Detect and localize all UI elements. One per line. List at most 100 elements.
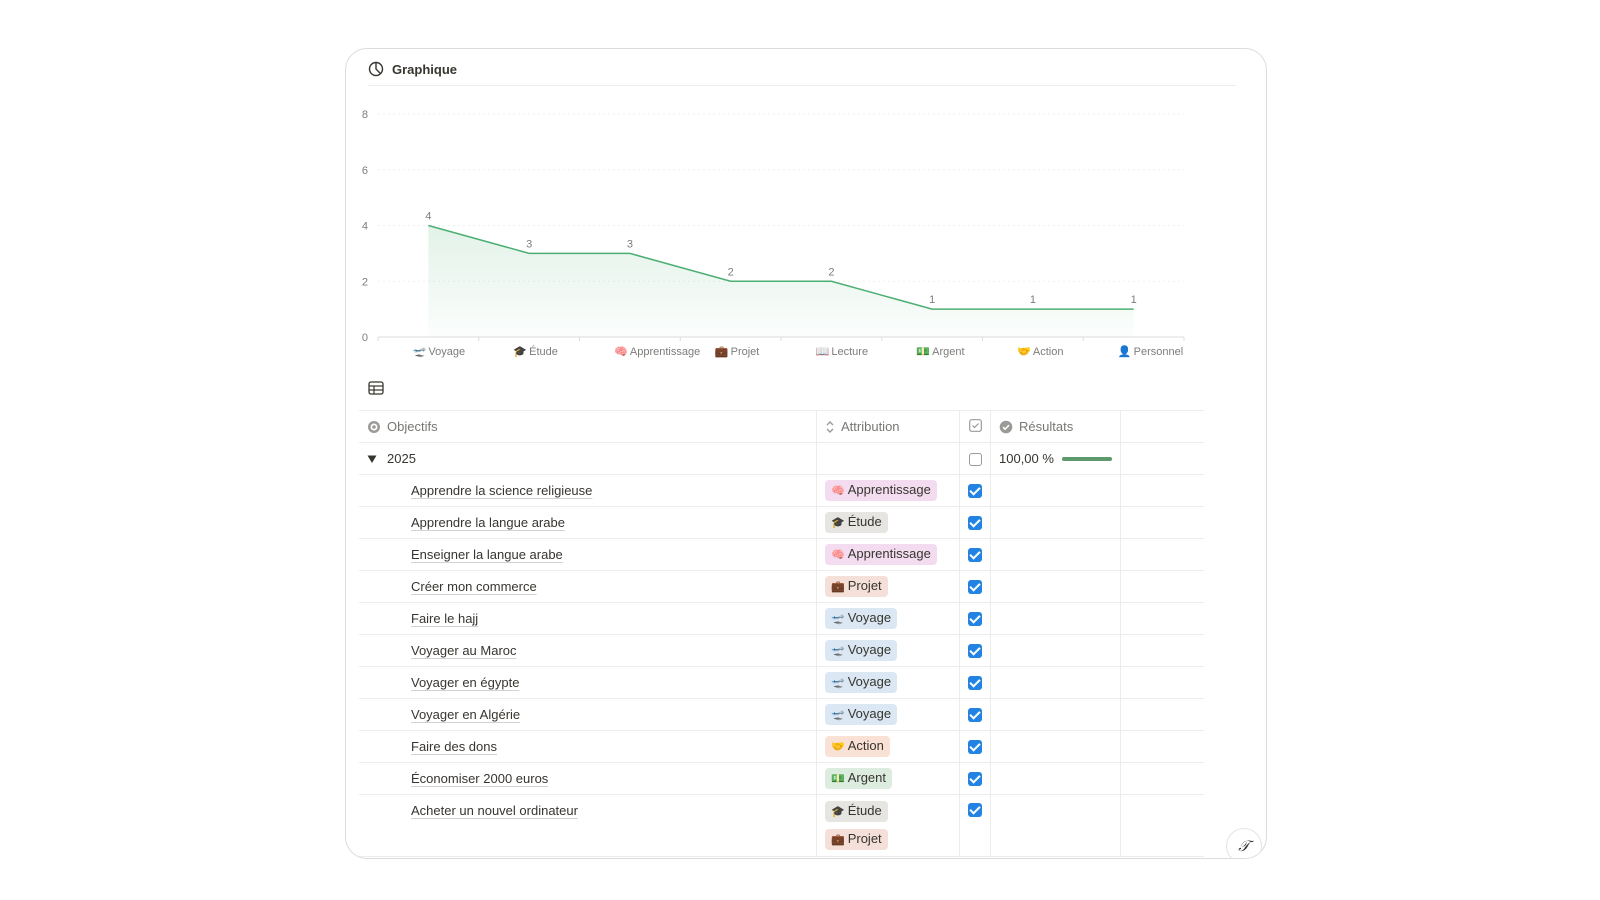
tag-emoji-icon: 🤝 — [831, 741, 845, 753]
x-category-label: Lecture — [831, 346, 868, 358]
x-category-label: Personnel — [1134, 346, 1184, 358]
chart-header: Graphique — [368, 53, 1236, 86]
progress-bar-fill — [1061, 456, 1112, 461]
table-row[interactable]: Voyager en égypte 🛫 Voyage — [359, 666, 1204, 699]
tag-action[interactable]: 🤝 Action — [825, 736, 890, 757]
category-emoji-icon: 🎓 — [513, 346, 527, 358]
tag-voyage[interactable]: 🛫 Voyage — [825, 704, 898, 725]
table-row[interactable]: Voyager au Maroc 🛫 Voyage — [359, 634, 1204, 667]
column-label: Attribution — [841, 419, 900, 434]
y-tick-label: 6 — [362, 165, 368, 177]
column-label: Résultats — [1019, 419, 1074, 434]
tag-emoji-icon: 🧠 — [831, 485, 845, 497]
tag-emoji-icon: 🧠 — [831, 549, 845, 561]
row-checkbox[interactable] — [968, 516, 982, 531]
tag-projet[interactable]: 💼 Projet — [825, 829, 888, 850]
data-label: 1 — [1030, 294, 1036, 306]
tag-label: Voyage — [847, 706, 892, 721]
column-header-resultats[interactable]: Résultats — [990, 410, 1121, 443]
row-title[interactable]: Économiser 2000 euros — [411, 771, 549, 786]
y-tick-label: 4 — [362, 221, 368, 233]
row-checkbox[interactable] — [968, 580, 982, 595]
tag-voyage[interactable]: 🛫 Voyage — [825, 672, 898, 693]
table-row[interactable]: Acheter un nouvel ordinateur 🎓 Étude 💼 Proje… — [359, 794, 1204, 857]
row-checkbox[interactable] — [968, 612, 982, 627]
pie-chart-icon — [368, 61, 384, 77]
tag-emoji-icon: 🎓 — [831, 517, 845, 529]
category-emoji-icon: 📖 — [816, 346, 830, 358]
category-emoji-icon: 🤝 — [1017, 346, 1031, 358]
tag-label: Projet — [847, 578, 882, 593]
tag-apprentissage[interactable]: 🧠 Apprentissage — [825, 544, 937, 565]
line-chart: 0 2 4 6 8 4 🛫 Voyage 3 🎓 Étude 3 🧠 Apprentissage 2 💼 Pro… — [362, 109, 1185, 358]
table-row[interactable]: Économiser 2000 euros 💵 Argent — [359, 762, 1204, 795]
row-title[interactable]: Voyager au Maroc — [411, 643, 517, 658]
row-title[interactable]: Créer mon commerce — [411, 579, 537, 594]
tag-label: Action — [847, 738, 884, 753]
row-checkbox[interactable] — [968, 676, 982, 691]
column-header-objectifs[interactable]: Objectifs — [359, 410, 817, 443]
x-category-label: Projet — [731, 346, 760, 358]
tag-étude[interactable]: 🎓 Étude — [825, 512, 888, 533]
data-label: 2 — [828, 266, 834, 278]
row-checkbox[interactable] — [968, 548, 982, 563]
tag-label: Étude — [847, 514, 882, 529]
tag-voyage[interactable]: 🛫 Voyage — [825, 608, 898, 629]
row-title[interactable]: Apprendre la langue arabe — [411, 515, 565, 530]
column-header-checkbox[interactable] — [959, 410, 991, 443]
series-line — [428, 224, 1134, 310]
row-checkbox[interactable] — [968, 708, 982, 723]
tag-emoji-icon: 🛫 — [831, 709, 845, 721]
tag-emoji-icon: 🛫 — [831, 677, 845, 689]
tag-emoji-icon: 💼 — [831, 581, 845, 593]
tag-étude[interactable]: 🎓 Étude — [825, 801, 888, 822]
data-label: 3 — [526, 238, 532, 250]
group-checkbox[interactable] — [968, 453, 982, 467]
tag-emoji-icon: 🛫 — [831, 645, 845, 657]
row-title[interactable]: Acheter un nouvel ordinateur — [411, 803, 578, 818]
data-label: 3 — [627, 238, 633, 250]
category-emoji-icon: 🛫 — [413, 346, 427, 358]
table-row[interactable]: Apprendre la science religieuse 🧠 Apprenti… — [359, 474, 1204, 507]
row-title[interactable]: Apprendre la science religieuse — [411, 483, 593, 498]
x-category-label: Action — [1033, 346, 1064, 358]
data-label: 1 — [929, 294, 935, 306]
x-category-label: Apprentissage — [630, 346, 700, 358]
category-emoji-icon: 💵 — [916, 346, 930, 358]
table-row[interactable]: Voyager en Algérie 🛫 Voyage — [359, 698, 1204, 731]
table-row[interactable]: Faire le hajj 🛫 Voyage — [359, 602, 1204, 635]
table-row[interactable]: Apprendre la langue arabe 🎓 Étude — [359, 506, 1204, 539]
corner-button[interactable]: 𝒯 — [1226, 828, 1262, 858]
group-row-2025[interactable]: 2025 100,00 % — [359, 442, 1204, 475]
row-checkbox[interactable] — [968, 644, 982, 659]
table-row[interactable]: Enseigner la langue arabe 🧠 Apprentissage — [359, 538, 1204, 571]
category-emoji-icon: 💼 — [715, 346, 729, 358]
row-title[interactable]: Faire le hajj — [411, 611, 479, 626]
row-title[interactable]: Voyager en égypte — [411, 675, 520, 690]
target-icon — [367, 420, 381, 434]
x-category-label: Étude — [529, 345, 558, 358]
column-header-attribution[interactable]: Attribution — [816, 410, 960, 443]
y-tick-label: 2 — [362, 276, 368, 288]
row-title[interactable]: Voyager en Algérie — [411, 707, 521, 722]
table-row[interactable]: Faire des dons 🤝 Action — [359, 730, 1204, 763]
corner-button-label: 𝒯 — [1238, 837, 1250, 855]
row-checkbox[interactable] — [968, 772, 982, 787]
row-title[interactable]: Enseigner la langue arabe — [411, 547, 563, 562]
row-checkbox[interactable] — [968, 740, 982, 755]
group-label: 2025 — [387, 451, 416, 466]
toggle-triangle-icon[interactable] — [367, 454, 377, 464]
tag-emoji-icon: 🛫 — [831, 613, 845, 625]
table-view-icon[interactable] — [368, 381, 384, 400]
row-checkbox[interactable] — [968, 803, 982, 817]
tag-argent[interactable]: 💵 Argent — [825, 768, 893, 789]
rollup-check-icon — [999, 420, 1013, 434]
tag-apprentissage[interactable]: 🧠 Apprentissage — [825, 480, 937, 501]
table-row[interactable]: Créer mon commerce 💼 Projet — [359, 570, 1204, 603]
row-checkbox[interactable] — [968, 484, 982, 499]
x-category-label: Argent — [932, 346, 964, 358]
row-title[interactable]: Faire des dons — [411, 739, 497, 754]
tag-projet[interactable]: 💼 Projet — [825, 576, 888, 597]
tag-voyage[interactable]: 🛫 Voyage — [825, 640, 898, 661]
category-emoji-icon: 🧠 — [614, 345, 628, 358]
